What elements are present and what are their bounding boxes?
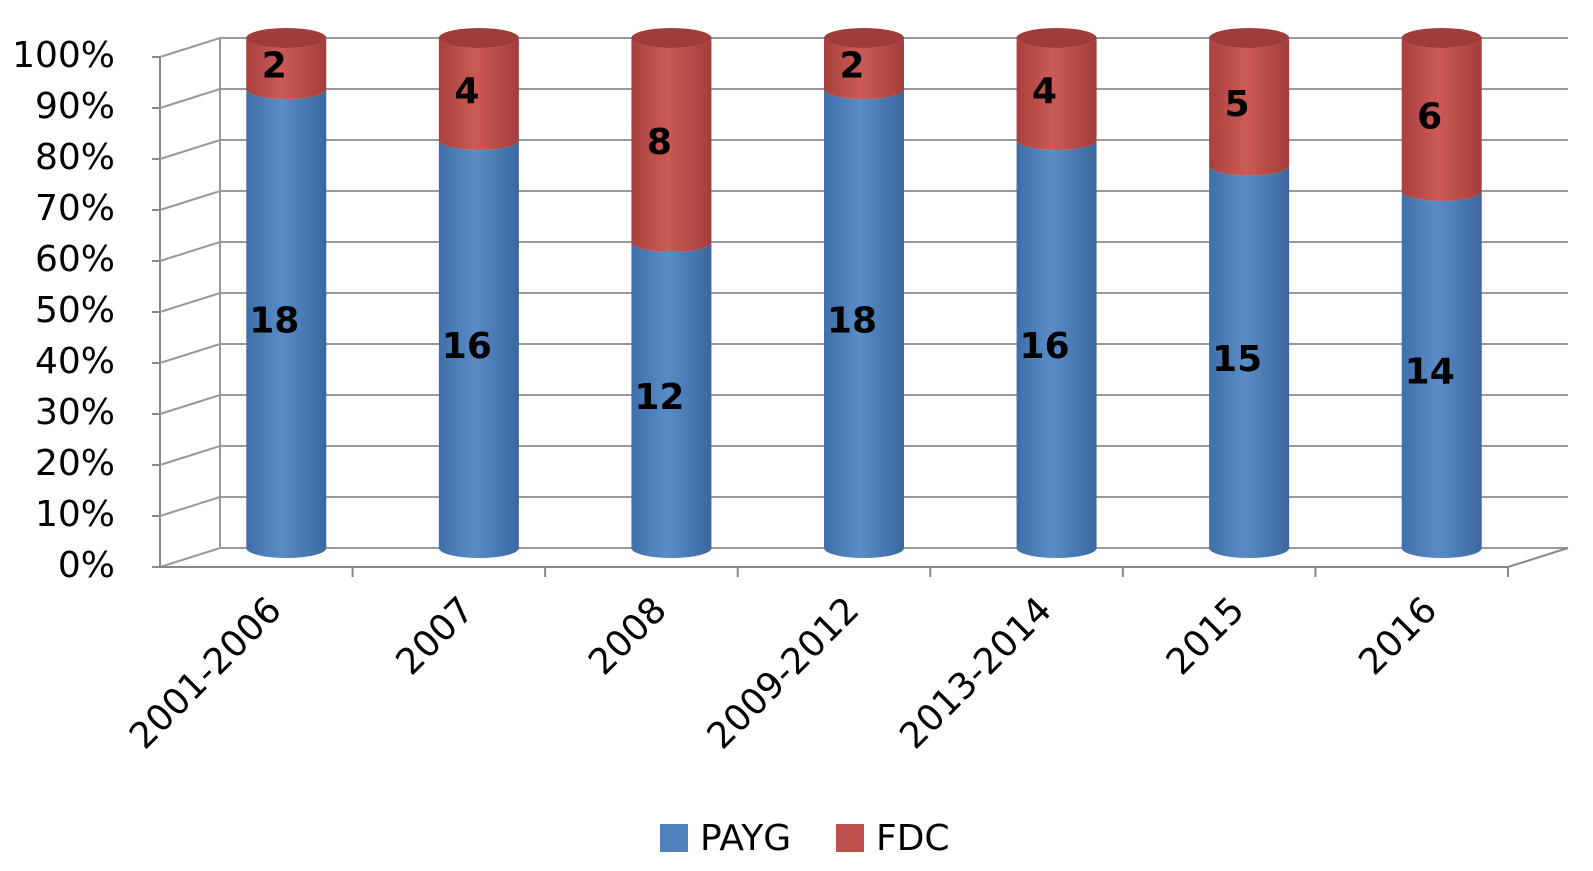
cylinder-top	[824, 28, 904, 48]
cylinder-top	[631, 28, 712, 48]
data-label: 6	[1417, 97, 1442, 138]
data-label: 14	[1405, 352, 1455, 393]
data-label: 18	[249, 301, 299, 342]
cylinder-segment	[824, 89, 904, 558]
y-tick-label: 10%	[35, 494, 115, 535]
data-label: 2	[262, 46, 287, 87]
y-tick-label: 0%	[58, 545, 115, 586]
cylinder-segment	[1209, 38, 1290, 176]
data-label: 15	[1212, 339, 1262, 380]
cylinder-top	[1016, 28, 1097, 48]
x-tick-label: 2013-2014	[892, 589, 1060, 757]
cylinder-top	[1209, 28, 1290, 48]
y-tick-label: 40%	[35, 341, 115, 382]
data-label: 2	[839, 46, 864, 87]
cylinder-segment	[1016, 38, 1097, 150]
legend-label: FDC	[876, 818, 950, 859]
cylinder-segment	[1016, 140, 1097, 558]
cylinder-top	[438, 28, 519, 48]
legend-label: PAYG	[700, 818, 791, 859]
data-label: 5	[1225, 84, 1250, 125]
cylinder-top	[1401, 28, 1482, 48]
data-label: 16	[442, 326, 492, 367]
y-tick-label: 90%	[35, 86, 115, 127]
data-label: 4	[1032, 71, 1057, 112]
y-tick-label: 30%	[35, 392, 115, 433]
y-tick-label: 80%	[35, 137, 115, 178]
cylinder-top	[246, 28, 327, 48]
legend-swatch	[836, 824, 864, 852]
x-tick-label: 2008	[581, 589, 675, 683]
cylinder-segment	[438, 38, 519, 150]
y-tick-label: 100%	[12, 35, 115, 76]
data-label: 16	[1020, 326, 1070, 367]
data-label: 8	[647, 122, 672, 163]
cylinder-segment	[1209, 165, 1290, 558]
y-tick-label: 50%	[35, 290, 115, 331]
x-tick-label: 2015	[1159, 589, 1253, 683]
data-label: 12	[634, 377, 684, 418]
data-label: 4	[454, 71, 479, 112]
legend-swatch	[660, 824, 688, 852]
y-tick-label: 70%	[35, 188, 115, 229]
y-tick-label: 60%	[35, 239, 115, 280]
cylinder-segment	[246, 89, 327, 558]
cylinder-segment	[631, 38, 712, 252]
cylinder-segment	[1401, 191, 1482, 558]
cylinder-segment	[1401, 38, 1482, 201]
x-tick-label: 2001-2006	[122, 589, 290, 757]
x-tick-label: 2007	[389, 589, 483, 683]
cylinder-segment	[246, 38, 327, 99]
cylinder-segment	[631, 242, 712, 558]
data-label: 18	[827, 301, 877, 342]
cylinder-segment	[438, 140, 519, 558]
x-tick-label: 2016	[1351, 589, 1445, 683]
y-tick-label: 20%	[35, 443, 115, 484]
cylinder-segment	[824, 38, 904, 99]
x-tick-label: 2009-2012	[700, 589, 868, 757]
